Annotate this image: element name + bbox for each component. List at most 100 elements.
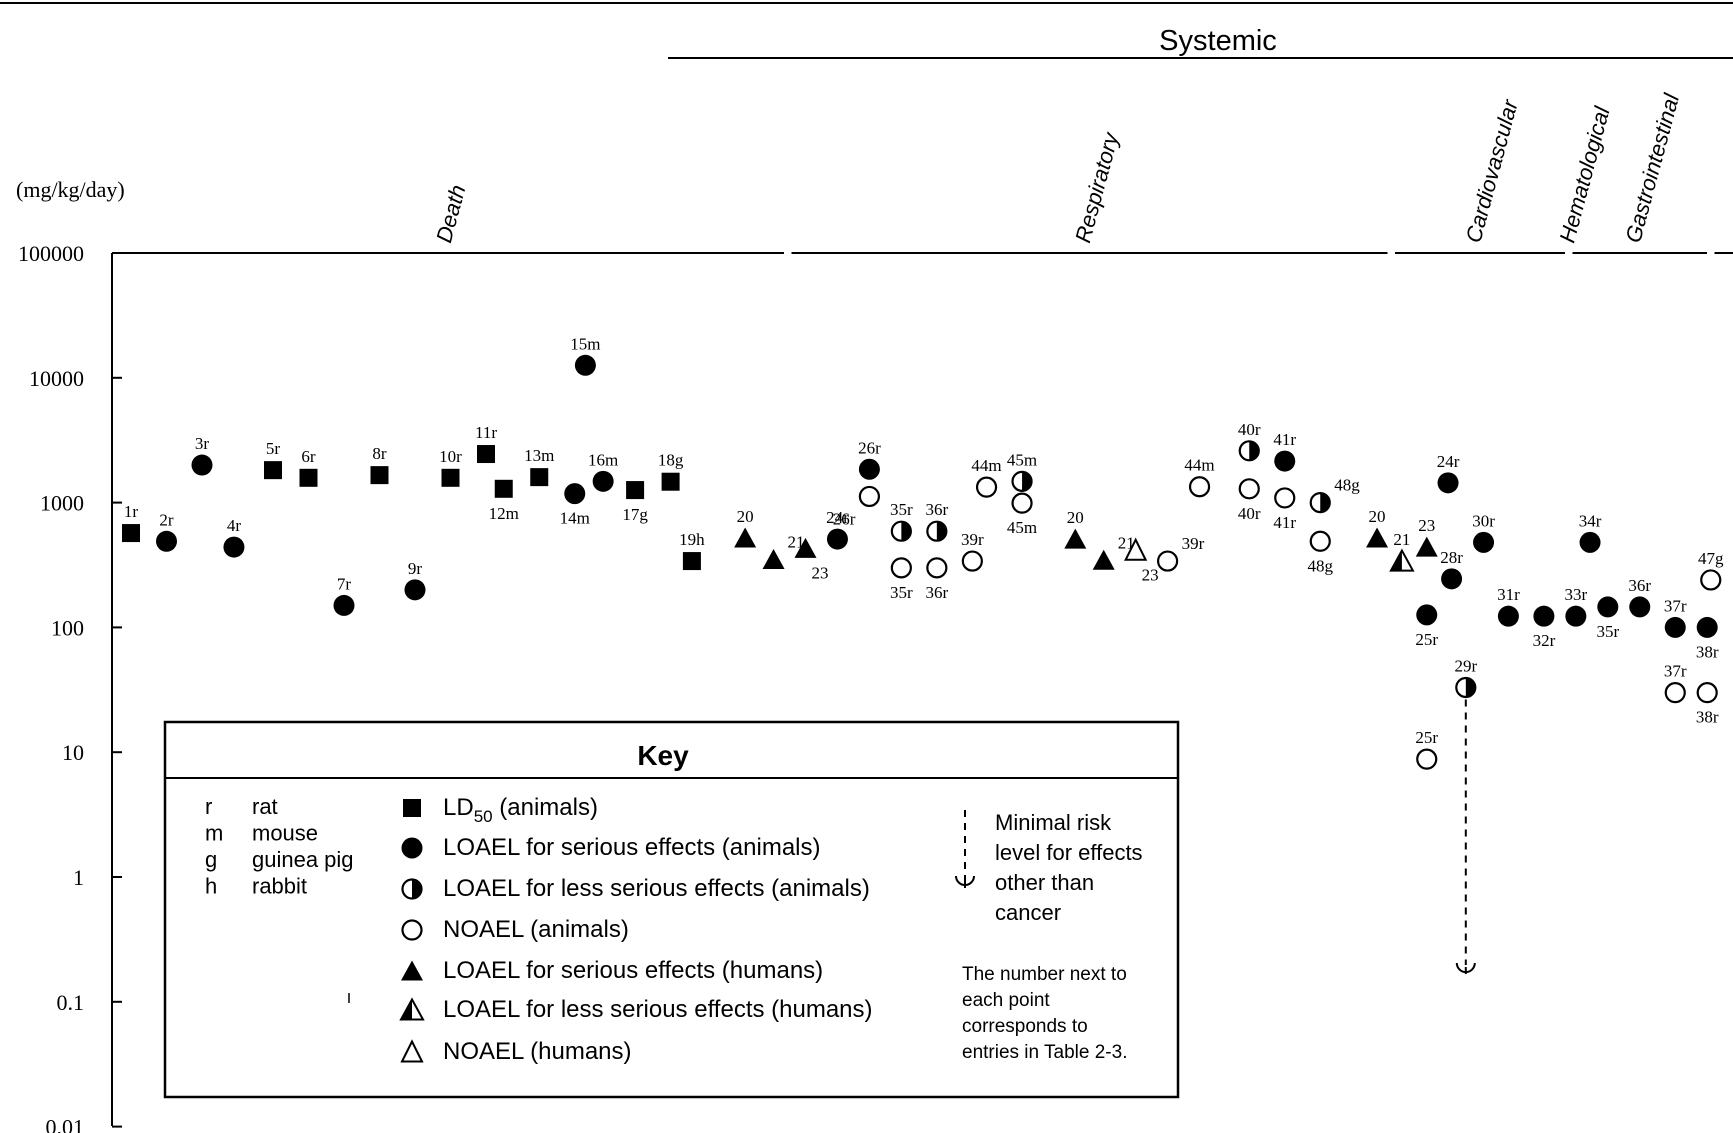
point-label: 14m — [560, 509, 590, 528]
data-point: 35r — [890, 557, 913, 602]
data-point: 40r — [1238, 478, 1261, 523]
marker-loael-serious-human — [401, 960, 423, 981]
key-note-text: each point — [962, 990, 1050, 1011]
marker-loael-serious-animal — [1565, 605, 1587, 627]
point-label: 21 — [788, 533, 805, 552]
y-tick-label: 100000 — [18, 241, 84, 266]
point-label: 4r — [227, 516, 242, 535]
category-label-death: Death — [431, 182, 470, 245]
point-label: 33r — [1565, 585, 1588, 604]
key-mrl-entry: Minimal risk level for effects other than c… — [955, 810, 1143, 925]
data-point: 20 — [1064, 508, 1087, 549]
marker-loael-serious-animal — [1579, 531, 1601, 553]
point-label: 20 — [1369, 507, 1386, 526]
marker-half-fill — [936, 521, 947, 541]
y-tick-label: 1 — [73, 865, 84, 890]
point-label: 29r — [1454, 656, 1477, 675]
point-label: 44m — [971, 456, 1001, 475]
marker-loael-serious-animal — [156, 530, 177, 552]
key-symbol-entry: LOAEL for less serious effects (animals) — [401, 875, 870, 902]
marker-loael-serious-animal — [404, 579, 426, 601]
y-tick-label: 0.01 — [46, 1115, 85, 1133]
data-point: 24r — [1437, 452, 1460, 494]
marker-ld50 — [682, 552, 701, 571]
point-label: 37r — [1664, 662, 1687, 681]
point-label: 28r — [1440, 548, 1463, 567]
key-mrl-text: Minimal risk — [995, 810, 1112, 835]
data-point: 7r — [333, 574, 355, 616]
point-label: 12m — [489, 504, 519, 523]
key-note-text: The number next to — [962, 964, 1127, 985]
key-note-text: entries in Table 2-3. — [962, 1042, 1127, 1063]
point-label: 23 — [812, 563, 829, 582]
species-abbr: g — [205, 847, 217, 872]
marker-loael-serious-animal — [1629, 596, 1651, 618]
point-label: 24r — [1437, 452, 1460, 471]
data-point: 34r — [1579, 511, 1602, 553]
marker-half-fill — [401, 999, 412, 1020]
species-name: guinea pig — [252, 847, 354, 872]
data-point: 19h — [679, 530, 705, 571]
data-point: 1r — [122, 502, 140, 543]
point-label: 48g — [1334, 476, 1360, 495]
data-point: 18g — [658, 451, 684, 491]
point-label: 39r — [961, 530, 984, 549]
point-label: 41r — [1273, 513, 1296, 532]
point-label: 23 — [1142, 565, 1159, 584]
marker-half-fill — [1390, 550, 1402, 571]
marker-ld50 — [530, 468, 549, 487]
key-symbol-entry: LOAEL for serious effects (animals) — [401, 834, 820, 861]
data-point: 45m — [1007, 492, 1037, 537]
point-label: 26r — [858, 438, 881, 457]
marker-noael-animal — [1664, 682, 1686, 704]
point-label: 38r — [1696, 708, 1719, 727]
category-label-gastrointestinal: Gastrointestinal — [1620, 90, 1684, 245]
marker-loael-serious-animal — [1274, 450, 1296, 472]
marker-ld50 — [661, 472, 680, 491]
marker-ld50 — [441, 468, 460, 487]
marker-loael-serious-animal — [1497, 605, 1519, 627]
species-name: mouse — [252, 821, 318, 846]
key-box: Key r rat m mouse g guinea pig h rabbit LD50 (a… — [163, 720, 1180, 1099]
point-label: 18g — [658, 451, 684, 470]
data-point: 25r — [1415, 728, 1438, 770]
point-label: 7r — [337, 574, 352, 593]
marker-noael-human — [400, 1039, 424, 1063]
marker-loael-serious-animal — [826, 528, 848, 550]
key-symbol-list: LD50 (animals) LOAEL for serious effects … — [399, 794, 873, 1065]
point-label: 36r — [1628, 576, 1651, 595]
data-point: 41r — [1273, 487, 1296, 532]
point-label: 39r — [1182, 534, 1205, 553]
point-label: 1r — [124, 502, 139, 521]
systemic-header: Systemic — [1159, 25, 1277, 57]
marker-noael-animal — [1156, 550, 1179, 572]
data-point: 29r — [1454, 656, 1477, 699]
marker-loael-serious-animal — [401, 837, 423, 859]
key-symbol-entry: LOAEL for less serious effects (humans) — [399, 996, 873, 1023]
data-point: 48g — [1308, 530, 1334, 575]
marker-ld50 — [494, 479, 513, 498]
key-mrl-text: level for effects — [995, 840, 1143, 865]
marker-noael-animal — [890, 557, 912, 579]
species-abbr: h — [205, 874, 217, 899]
marker-loael-serious-animal — [1441, 568, 1463, 590]
point-label: 2r — [159, 510, 174, 529]
data-point: 20 — [734, 507, 757, 548]
data-point: 12m — [489, 479, 519, 523]
data-point: 23 — [794, 537, 829, 582]
point-label: 40r — [1238, 504, 1261, 523]
point-label: 34r — [1579, 511, 1602, 530]
y-tick-label: 10 — [62, 740, 84, 765]
data-point: 25r — [1415, 604, 1438, 649]
data-point: 40r — [1238, 420, 1261, 462]
data-point: 45m — [1007, 450, 1037, 492]
marker-noael-animal — [401, 919, 423, 941]
point-label: 20 — [1067, 508, 1084, 527]
point-label: 31r — [1497, 585, 1520, 604]
data-point: 8r — [370, 444, 389, 485]
data-point: 26r — [833, 485, 881, 528]
point-label: 15m — [570, 334, 600, 353]
data-point: 36r — [926, 557, 949, 602]
marker-half-fill — [412, 879, 422, 899]
